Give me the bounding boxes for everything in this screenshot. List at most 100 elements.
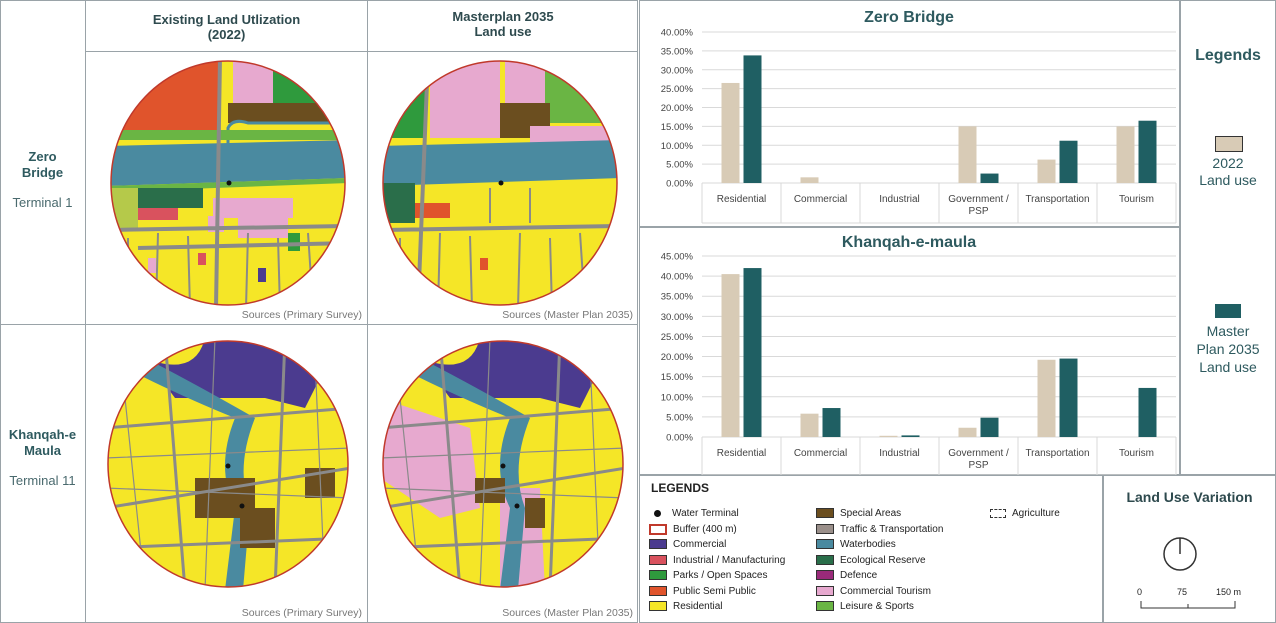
bar-2022 <box>1037 159 1056 183</box>
legend-swatch <box>816 570 834 581</box>
map-legend-item: Special Areas <box>816 508 901 519</box>
grid-line <box>0 324 638 325</box>
map-cell: Sources (Primary Survey) <box>86 52 367 324</box>
bar-2035 <box>1059 358 1078 437</box>
row-terminal: Terminal 11 <box>9 473 76 488</box>
bar-2022 <box>958 126 977 183</box>
bar-2022 <box>721 274 740 437</box>
legend-label: Leisure & Sports <box>840 601 914 612</box>
bar-2035 <box>980 417 999 437</box>
bar-2035 <box>1138 387 1157 437</box>
legend-label: Parks / Open Spaces <box>673 570 768 581</box>
map-legend-item: Parks / Open Spaces <box>649 570 768 581</box>
category-label: Residential <box>717 194 766 205</box>
legend-swatch <box>649 554 667 565</box>
map-legend-col2: Special Areas Traffic & Transportation Wat… <box>816 508 986 620</box>
bar-2035 <box>822 408 841 437</box>
legend-label: Industrial / Manufacturing <box>673 554 786 566</box>
map-legend-item: Defence <box>816 570 877 581</box>
map-cell: Sources (Primary Survey) <box>86 325 367 622</box>
row-label-zero-bridge: Zero Bridge Terminal 1 <box>0 149 85 211</box>
bar-2035 <box>743 55 762 183</box>
bar-2022 <box>879 435 898 437</box>
bar-2022 <box>800 413 819 437</box>
legend-label-2035: Master Plan 2035 Land use <box>1196 323 1260 375</box>
chart-khanqah: Khanqah-e-maula 0.00% 5.00% 10.00% 15.00% 20.… <box>661 234 1177 475</box>
bar-2022 <box>800 177 819 183</box>
y-tick-label: 35.00% <box>661 46 694 57</box>
category-label: Government / <box>948 194 1009 205</box>
map-zero-bridge-2035 <box>382 60 618 306</box>
source-note: Sources (Master Plan 2035) <box>502 607 633 619</box>
row-name: Zero Bridge <box>21 149 64 180</box>
grid-line <box>85 51 638 52</box>
bar-2022 <box>958 427 977 437</box>
legend-label: Ecological Reserve <box>840 554 926 566</box>
category-label: Transportation <box>1025 194 1089 205</box>
y-tick-label: 10.00% <box>661 392 694 403</box>
legend-swatch <box>649 585 667 596</box>
chart-title: Khanqah-e-maula <box>842 234 976 251</box>
grid-line <box>85 0 86 623</box>
legend-swatch <box>816 508 834 519</box>
legend-label: Waterbodies <box>840 539 896 550</box>
y-tick-label: 0.00% <box>666 433 693 444</box>
bar-2035 <box>1138 120 1157 183</box>
legend-label: Defence <box>840 570 878 581</box>
category-label: Tourism <box>1119 448 1154 459</box>
y-tick-label: 25.00% <box>661 332 694 343</box>
y-tick-label: 30.00% <box>661 312 694 323</box>
legend-swatch-2022 <box>1215 136 1243 152</box>
category-label: Commercial <box>794 194 847 205</box>
legend-swatch <box>649 601 667 612</box>
legend-swatch <box>990 508 1006 518</box>
bar-2035 <box>901 435 920 437</box>
map-zero-bridge-2022 <box>110 60 346 306</box>
source-note: Sources (Primary Survey) <box>241 607 362 619</box>
y-tick-label: 0.00% <box>666 179 693 190</box>
y-tick-label: 20.00% <box>661 103 694 114</box>
legend-swatch <box>816 554 834 565</box>
legend-label: Commercial <box>673 539 727 550</box>
chart-title: Zero Bridge <box>864 9 954 26</box>
col-header-masterplan: Masterplan 2035 Land use <box>452 9 554 39</box>
map-legend-item: Industrial / Manufacturing <box>649 555 785 566</box>
chart-legend-panel: Legends 2022 Land use Master Plan 2035 L… <box>1180 0 1276 475</box>
map-khanqah-2022 <box>107 340 349 588</box>
chart-panel-zero-bridge <box>639 0 1180 227</box>
map-legend-item: Residential <box>649 601 722 612</box>
scale-label-75: 75 <box>1177 587 1188 597</box>
source-note: Sources (Primary Survey) <box>241 309 362 321</box>
legend-label: Residential <box>673 601 723 612</box>
y-tick-label: 35.00% <box>661 292 694 303</box>
legend-swatch-2035 <box>1215 304 1241 318</box>
source-note: Sources (Master Plan 2035) <box>502 309 633 321</box>
category-label: Tourism <box>1119 194 1154 205</box>
legend-swatch <box>654 509 661 517</box>
map-legend-item: Waterbodies <box>816 539 896 550</box>
legend-swatch <box>649 570 667 581</box>
y-tick-label: 45.00% <box>661 252 694 263</box>
legend-label: Special Areas <box>840 508 902 519</box>
map-legend-item: Ecological Reserve <box>816 555 926 566</box>
category-label: Industrial <box>879 448 920 459</box>
bar-2022 <box>1116 126 1135 183</box>
y-tick-label: 40.00% <box>661 272 694 283</box>
bar-2022 <box>1037 359 1056 437</box>
y-tick-label: 15.00% <box>661 372 694 383</box>
legend-swatch <box>649 523 667 535</box>
row-terminal: Terminal 1 <box>12 195 73 210</box>
category-label: PSP <box>968 460 988 471</box>
map-legend-item: Buffer (400 m) <box>649 523 737 535</box>
y-tick-label: 15.00% <box>661 122 694 133</box>
map-cell: Sources (Master Plan 2035) <box>368 52 638 324</box>
map-legend-item: Commercial Tourism <box>816 586 931 597</box>
legend-swatch <box>649 539 667 550</box>
variation-title: Land Use Variation <box>1126 489 1253 505</box>
legend-swatch <box>816 523 834 534</box>
chart-zero-bridge: Zero Bridge 0.00% 5.00% 10.00% 15.00% 20.00% 2… <box>661 9 1177 224</box>
legend-label: Agriculture <box>1012 508 1060 519</box>
legend-label: Water Terminal <box>672 508 739 519</box>
north-arrow-icon <box>1163 537 1197 571</box>
map-legend-item: Traffic & Transportation <box>816 524 943 535</box>
